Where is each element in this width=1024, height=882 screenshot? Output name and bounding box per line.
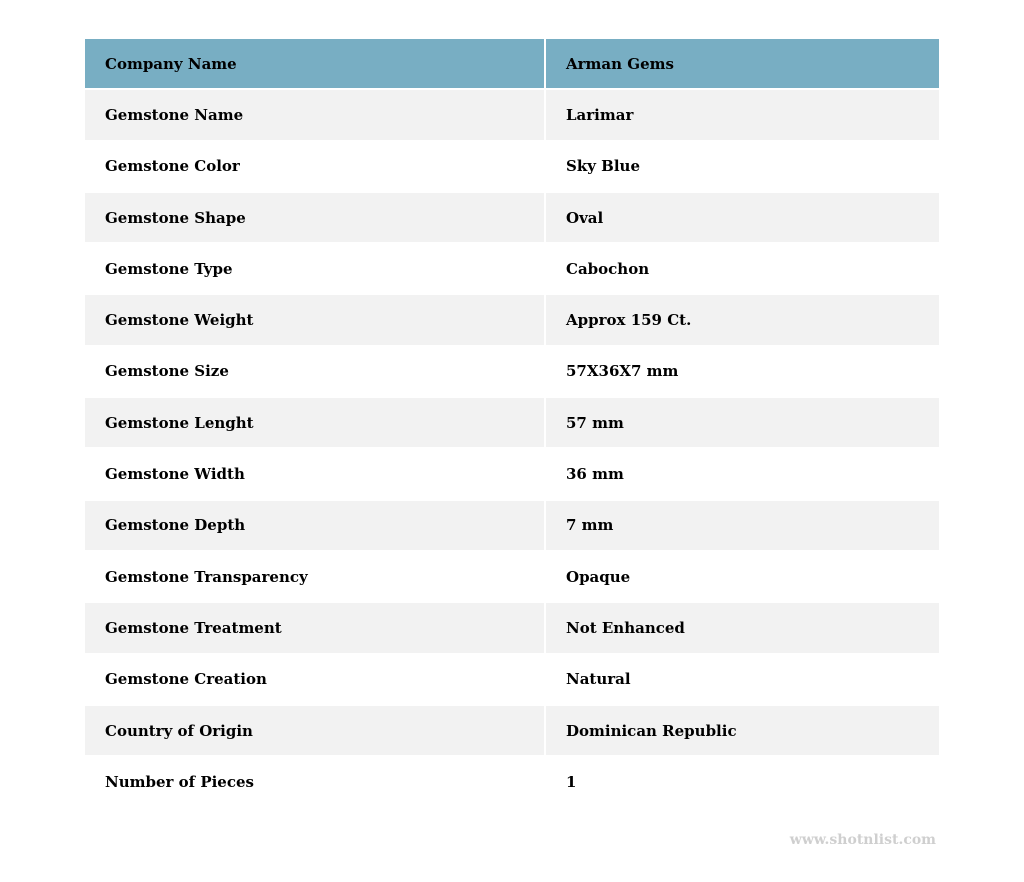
row-value: Cabochon [566,259,650,278]
row-value: 57X36X7 mm [566,362,679,381]
row-label: Gemstone Type [85,244,546,294]
row-label: Gemstone Creation [85,654,546,704]
table-row: Number of Pieces 1 [85,757,939,809]
row-value: 1 [566,772,577,791]
row-label: Gemstone Depth [85,500,546,550]
row-label: Number of Pieces [85,757,546,807]
row-value: Sky Blue [566,157,640,176]
table-row: Country of Origin Dominican Republic [85,705,939,758]
table-row: Gemstone Width 36 mm [85,449,939,501]
row-value: 7 mm [566,516,614,535]
row-value: Approx 159 Ct. [566,311,692,330]
row-label: Gemstone Treatment [85,603,546,653]
row-label: Country of Origin [85,705,546,756]
table-row: Gemstone Creation Natural [85,654,939,706]
table-row: Gemstone Shape Oval [85,192,939,245]
row-value: Opaque [566,567,631,586]
row-value: 36 mm [566,465,624,484]
row-value: Dominican Republic [566,721,737,740]
row-label: Gemstone Width [85,449,546,499]
row-label: Gemstone Weight [85,295,546,345]
row-label: Gemstone Size [85,346,546,397]
row-label: Gemstone Shape [85,192,546,243]
table-row: Gemstone Depth 7 mm [85,500,939,552]
watermark: www.shotnlist.com [789,832,936,848]
table-row: Gemstone Color Sky Blue [85,141,939,193]
row-value: 57 mm [566,413,624,432]
row-label: Gemstone Lenght [85,398,546,448]
row-value: Not Enhanced [566,618,685,637]
row-value: Natural [566,670,631,689]
table-row: Gemstone Transparency Opaque [85,551,939,604]
table-row: Gemstone Weight Approx 159 Ct. [85,295,939,347]
row-label: Gemstone Name [85,90,546,140]
gemstone-spec-table: Company Name Arman Gems Gemstone Name Lar… [85,39,939,809]
header-label: Company Name [85,39,546,89]
table-row: Gemstone Lenght 57 mm [85,398,939,450]
table-row: Gemstone Treatment Not Enhanced [85,603,939,655]
row-value: Oval [566,208,604,227]
header-value: Arman Gems [566,54,674,73]
row-value: Larimar [566,105,634,124]
table-header-row: Company Name Arman Gems [85,39,939,91]
table-row: Gemstone Name Larimar [85,90,939,142]
row-label: Gemstone Color [85,141,546,191]
row-label: Gemstone Transparency [85,551,546,602]
table-row: Gemstone Size 57X36X7 mm [85,346,939,399]
table-row: Gemstone Type Cabochon [85,244,939,296]
